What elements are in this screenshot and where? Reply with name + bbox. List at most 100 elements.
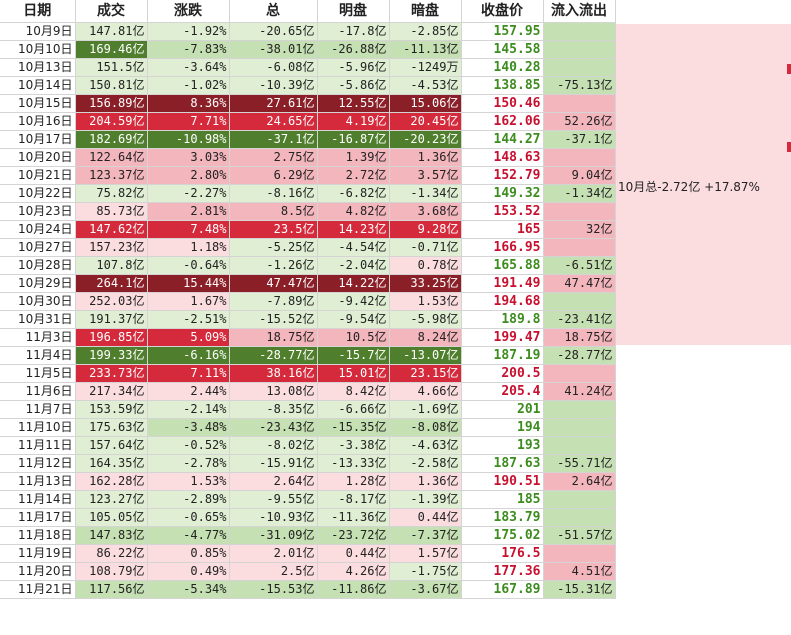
visible-cell[interactable]: -2.04亿 bbox=[317, 256, 390, 275]
flow-cell[interactable]: -28.77亿 bbox=[543, 346, 616, 365]
dark-cell[interactable]: -1.34亿 bbox=[389, 184, 462, 203]
close-price-cell[interactable]: 200.5 bbox=[461, 364, 544, 383]
header-date[interactable]: 日期 bbox=[0, 0, 76, 23]
header-flow[interactable]: 流入流出 bbox=[543, 0, 616, 23]
total-cell[interactable]: 13.08亿 bbox=[229, 382, 318, 401]
close-price-cell[interactable]: 191.49 bbox=[461, 274, 544, 293]
dark-cell[interactable]: 1.57亿 bbox=[389, 544, 462, 563]
visible-cell[interactable]: -9.54亿 bbox=[317, 310, 390, 329]
flow-cell[interactable] bbox=[543, 148, 616, 167]
date-cell[interactable]: 10月31日 bbox=[0, 310, 76, 329]
volume-cell[interactable]: 108.79亿 bbox=[75, 562, 148, 581]
close-price-cell[interactable]: 187.19 bbox=[461, 346, 544, 365]
volume-cell[interactable]: 204.59亿 bbox=[75, 112, 148, 131]
close-price-cell[interactable]: 165.88 bbox=[461, 256, 544, 275]
dark-cell[interactable]: 33.25亿 bbox=[389, 274, 462, 293]
volume-cell[interactable]: 164.35亿 bbox=[75, 454, 148, 473]
volume-cell[interactable]: 162.28亿 bbox=[75, 472, 148, 491]
close-price-cell[interactable]: 177.36 bbox=[461, 562, 544, 581]
date-cell[interactable]: 10月28日 bbox=[0, 256, 76, 275]
volume-cell[interactable]: 151.5亿 bbox=[75, 58, 148, 77]
dark-cell[interactable]: -1249万 bbox=[389, 58, 462, 77]
total-cell[interactable]: -9.55亿 bbox=[229, 490, 318, 509]
visible-cell[interactable]: -13.33亿 bbox=[317, 454, 390, 473]
total-cell[interactable]: 24.65亿 bbox=[229, 112, 318, 131]
october-summary[interactable]: 10月总-2.72亿 +17.87% bbox=[618, 180, 760, 194]
visible-cell[interactable]: 8.42亿 bbox=[317, 382, 390, 401]
total-cell[interactable]: 18.75亿 bbox=[229, 328, 318, 347]
flow-cell[interactable] bbox=[543, 490, 616, 509]
flow-cell[interactable]: 52.26亿 bbox=[543, 112, 616, 131]
close-price-cell[interactable]: 193 bbox=[461, 436, 544, 455]
total-cell[interactable]: -31.09亿 bbox=[229, 526, 318, 545]
close-price-cell[interactable]: 140.28 bbox=[461, 58, 544, 77]
total-cell[interactable]: -10.39亿 bbox=[229, 76, 318, 95]
flow-cell[interactable] bbox=[543, 418, 616, 437]
close-price-cell[interactable]: 167.89 bbox=[461, 580, 544, 599]
date-cell[interactable]: 10月23日 bbox=[0, 202, 76, 221]
dark-cell[interactable]: -3.67亿 bbox=[389, 580, 462, 599]
flow-cell[interactable]: 41.24亿 bbox=[543, 382, 616, 401]
flow-cell[interactable] bbox=[543, 238, 616, 257]
volume-cell[interactable]: 105.05亿 bbox=[75, 508, 148, 527]
volume-cell[interactable]: 252.03亿 bbox=[75, 292, 148, 311]
visible-cell[interactable]: 1.28亿 bbox=[317, 472, 390, 491]
close-price-cell[interactable]: 162.06 bbox=[461, 112, 544, 131]
flow-cell[interactable] bbox=[543, 40, 616, 59]
dark-cell[interactable]: 0.78亿 bbox=[389, 256, 462, 275]
change-cell[interactable]: 7.11% bbox=[147, 364, 230, 383]
dark-cell[interactable]: -1.75亿 bbox=[389, 562, 462, 581]
dark-cell[interactable]: 4.66亿 bbox=[389, 382, 462, 401]
volume-cell[interactable]: 199.33亿 bbox=[75, 346, 148, 365]
date-cell[interactable]: 10月16日 bbox=[0, 112, 76, 131]
date-cell[interactable]: 10月10日 bbox=[0, 40, 76, 59]
volume-cell[interactable]: 233.73亿 bbox=[75, 364, 148, 383]
date-cell[interactable]: 11月5日 bbox=[0, 364, 76, 383]
dark-cell[interactable]: 23.15亿 bbox=[389, 364, 462, 383]
dark-cell[interactable]: -13.07亿 bbox=[389, 346, 462, 365]
total-cell[interactable]: -20.65亿 bbox=[229, 22, 318, 41]
close-price-cell[interactable]: 166.95 bbox=[461, 238, 544, 257]
visible-cell[interactable]: -9.42亿 bbox=[317, 292, 390, 311]
total-cell[interactable]: -8.16亿 bbox=[229, 184, 318, 203]
total-cell[interactable]: -15.91亿 bbox=[229, 454, 318, 473]
total-cell[interactable]: -7.89亿 bbox=[229, 292, 318, 311]
date-cell[interactable]: 10月20日 bbox=[0, 148, 76, 167]
date-cell[interactable]: 11月4日 bbox=[0, 346, 76, 365]
change-cell[interactable]: 2.81% bbox=[147, 202, 230, 221]
visible-cell[interactable]: -17.8亿 bbox=[317, 22, 390, 41]
close-price-cell[interactable]: 205.4 bbox=[461, 382, 544, 401]
flow-cell[interactable]: -37.1亿 bbox=[543, 130, 616, 149]
close-price-cell[interactable]: 183.79 bbox=[461, 508, 544, 527]
dark-cell[interactable]: -0.71亿 bbox=[389, 238, 462, 257]
date-cell[interactable]: 10月21日 bbox=[0, 166, 76, 185]
header-change[interactable]: 涨跌 bbox=[147, 0, 230, 23]
dark-cell[interactable]: -7.37亿 bbox=[389, 526, 462, 545]
change-cell[interactable]: -4.77% bbox=[147, 526, 230, 545]
date-cell[interactable]: 11月21日 bbox=[0, 580, 76, 599]
visible-cell[interactable]: 0.44亿 bbox=[317, 544, 390, 563]
visible-cell[interactable]: 4.19亿 bbox=[317, 112, 390, 131]
close-price-cell[interactable]: 148.63 bbox=[461, 148, 544, 167]
change-cell[interactable]: 1.18% bbox=[147, 238, 230, 257]
dark-cell[interactable]: -4.63亿 bbox=[389, 436, 462, 455]
close-price-cell[interactable]: 199.47 bbox=[461, 328, 544, 347]
change-cell[interactable]: 15.44% bbox=[147, 274, 230, 293]
total-cell[interactable]: -28.77亿 bbox=[229, 346, 318, 365]
visible-cell[interactable]: 4.82亿 bbox=[317, 202, 390, 221]
volume-cell[interactable]: 156.89亿 bbox=[75, 94, 148, 113]
flow-cell[interactable] bbox=[543, 202, 616, 221]
visible-cell[interactable]: -11.86亿 bbox=[317, 580, 390, 599]
date-cell[interactable]: 11月11日 bbox=[0, 436, 76, 455]
volume-cell[interactable]: 117.56亿 bbox=[75, 580, 148, 599]
change-cell[interactable]: -1.92% bbox=[147, 22, 230, 41]
date-cell[interactable]: 10月14日 bbox=[0, 76, 76, 95]
date-cell[interactable]: 10月13日 bbox=[0, 58, 76, 77]
change-cell[interactable]: -2.78% bbox=[147, 454, 230, 473]
change-cell[interactable]: 1.67% bbox=[147, 292, 230, 311]
close-price-cell[interactable]: 201 bbox=[461, 400, 544, 419]
total-cell[interactable]: -15.53亿 bbox=[229, 580, 318, 599]
date-cell[interactable]: 11月12日 bbox=[0, 454, 76, 473]
change-cell[interactable]: 3.03% bbox=[147, 148, 230, 167]
flow-cell[interactable]: 2.64亿 bbox=[543, 472, 616, 491]
